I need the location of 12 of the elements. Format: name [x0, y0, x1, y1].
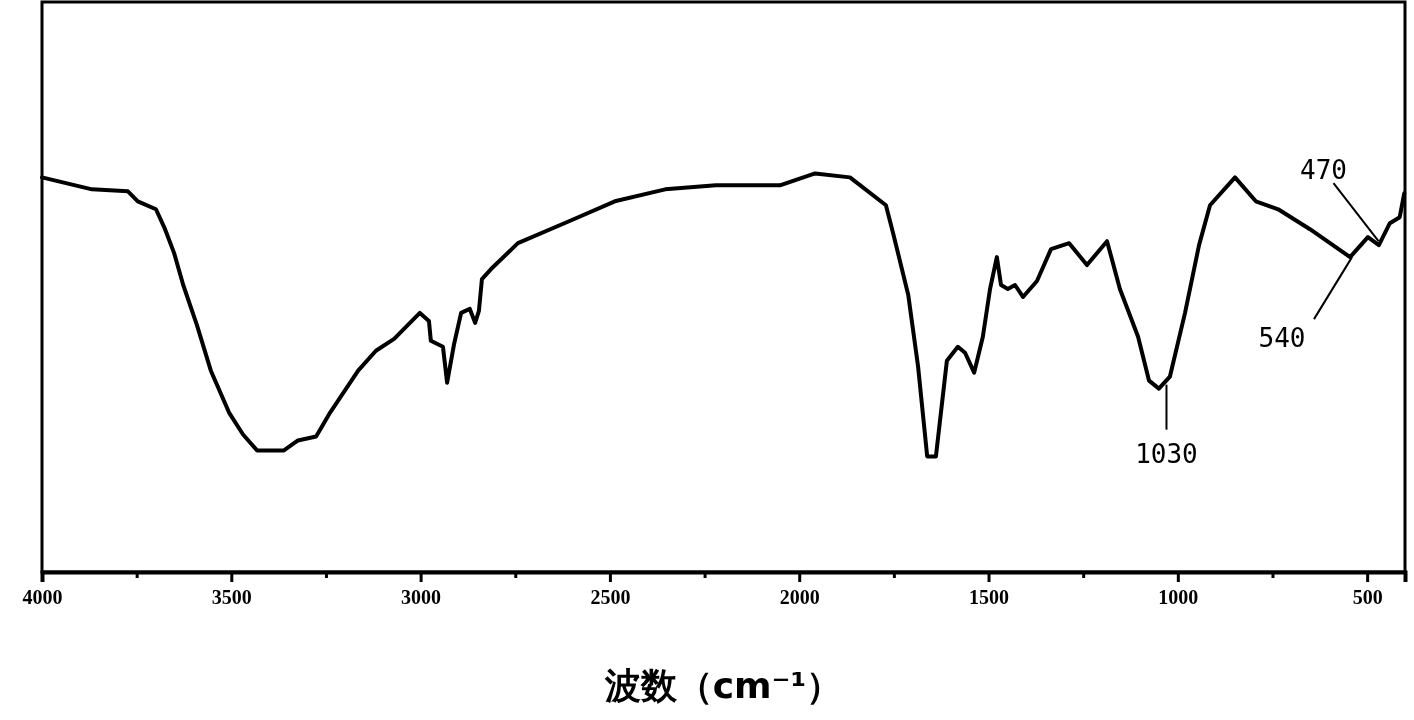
x-tick-label: 4000	[22, 586, 63, 609]
x-tick-label: 2500	[590, 586, 631, 609]
x-tick-label: 3500	[211, 586, 252, 609]
x-tick-label: 3000	[401, 586, 442, 609]
annotation: 1030	[1135, 438, 1198, 469]
x-axis-title: 波数（cm⁻¹）	[603, 665, 843, 706]
x-tick-label: 2000	[779, 586, 820, 609]
annotation: 540	[1258, 323, 1306, 354]
annotation: 470	[1300, 155, 1347, 186]
x-tick-label: 500	[1352, 586, 1383, 609]
x-tick-label: 1000	[1158, 586, 1199, 609]
x-tick-label: 1500	[969, 586, 1010, 609]
